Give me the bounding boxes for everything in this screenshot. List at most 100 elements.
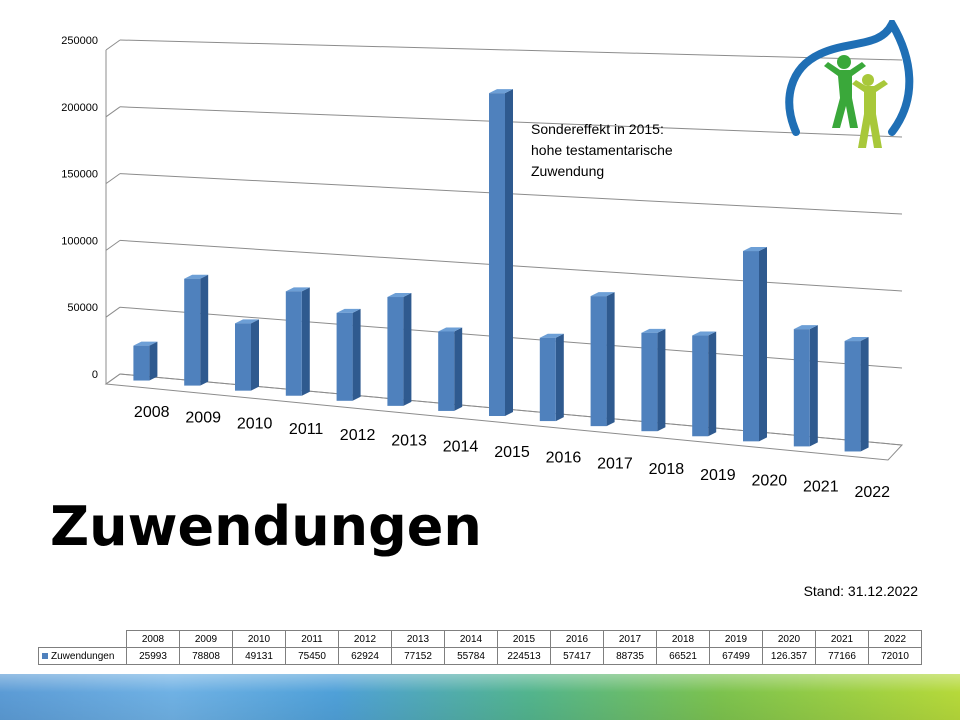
bar [692,335,709,437]
bar-top [590,292,615,297]
bar [387,297,404,406]
table-header-cell: 2015 [497,630,551,648]
bar-side [606,292,615,427]
series-name: Zuwendungen [51,650,115,662]
bar-side [505,89,513,417]
gridline [119,39,903,61]
bar-side [200,274,209,386]
gridline-side [105,106,121,118]
table-cell: 57417 [550,647,604,665]
bar-side [454,327,463,411]
bar-side [403,293,412,406]
x-tick-label: 2013 [391,433,427,450]
table-header-cell: 2011 [285,630,339,648]
bar-side [149,341,158,381]
table-cell: 66521 [656,647,710,665]
bar-side [759,247,767,442]
table-header-cell: 2021 [815,630,869,648]
y-tick-label: 150000 [61,169,98,181]
bar [489,93,505,417]
table-header-cell: 2013 [391,630,445,648]
bar-side [657,328,666,432]
bar [133,345,150,381]
table-cell: 78808 [179,647,233,665]
table-cell: 224513 [497,647,551,665]
person-green [824,55,866,128]
gridline-side [105,373,121,385]
gridline-side [105,306,121,318]
bar-side [301,287,310,396]
annotation-line-3: Zuwendung [531,163,605,179]
table-cell: 77152 [391,647,445,665]
x-tick-label: 2016 [546,450,582,467]
table-cell: 126.357 [762,647,816,665]
status-date: Stand: 31.12.2022 [803,583,918,599]
y-tick-label: 50000 [67,302,98,314]
x-tick-label: 2009 [185,410,221,427]
bar-side [860,337,869,452]
gridline-side [105,39,121,51]
table-cell: 49131 [232,647,286,665]
x-tick-label: 2019 [700,467,736,484]
bar-top [692,331,717,336]
bar [438,331,455,411]
x-tick-label: 2022 [854,484,890,501]
table-header-cell: 2014 [444,630,498,648]
x-tick-label: 2010 [237,415,273,432]
table-cell: 25993 [126,647,180,665]
x-tick-label: 2014 [443,438,479,455]
table-cell: 88735 [603,647,657,665]
annotation-line-1: Sondereffekt in 2015: [531,121,664,137]
table-header-cell: 2012 [338,630,392,648]
table-header-row: 2008 2009 2010 2011 2012 2013 2014 2015 2016 2017… [38,630,922,648]
x-tick-label: 2021 [803,478,839,495]
bar-top [539,333,564,338]
y-tick-label: 250000 [61,35,98,47]
x-tick-label: 2008 [134,404,170,421]
bar-top [235,319,259,324]
bar-top [133,341,158,346]
x-tick-label: 2020 [752,473,788,490]
table-row: Zuwendungen 25993 78808 49131 75450 62924 771… [38,647,922,665]
table-header-cell: 2019 [709,630,763,648]
table-cell: 62924 [338,647,392,665]
bar [590,296,607,427]
bar [285,291,302,396]
legend-entry: Zuwendungen [38,647,127,665]
table-cell: 75450 [285,647,339,665]
leaf-outline [785,20,914,136]
bar [235,323,251,391]
table-cell: 55784 [444,647,498,665]
bar-top [336,308,361,313]
bar-top [844,337,869,342]
table-header-cell: 2009 [179,630,233,648]
x-tick-label: 2015 [494,444,530,461]
x-tick-label: 2011 [289,421,324,438]
bar-side [809,325,818,447]
bar-top [387,293,412,298]
bar-top [793,325,818,330]
y-tick-label: 200000 [61,102,98,114]
table-header-cell: 2017 [603,630,657,648]
x-tick-label: 2017 [597,455,633,472]
bar-top [743,247,767,252]
table-header-cell: 2022 [868,630,922,648]
data-table: 2008 2009 2010 2011 2012 2013 2014 2015 2016 2017… [38,630,922,665]
table-cell: 77166 [815,647,869,665]
legend-swatch [42,652,48,659]
decorative-color-band [0,674,960,720]
annotation-line-2: hohe testamentarische [531,142,673,158]
table-corner-cell [38,630,127,648]
table-cell: 72010 [868,647,922,665]
bar [539,337,556,422]
page-title: Zuwendungen [50,495,482,558]
bar-top [489,89,513,94]
bar [793,329,810,447]
bar-top [285,287,310,292]
gridline-side [105,239,121,251]
x-tick-label: 2018 [649,461,685,478]
table-cell: 67499 [709,647,763,665]
bar [184,278,201,386]
person-lime [852,74,888,148]
table-header-cell: 2018 [656,630,710,648]
